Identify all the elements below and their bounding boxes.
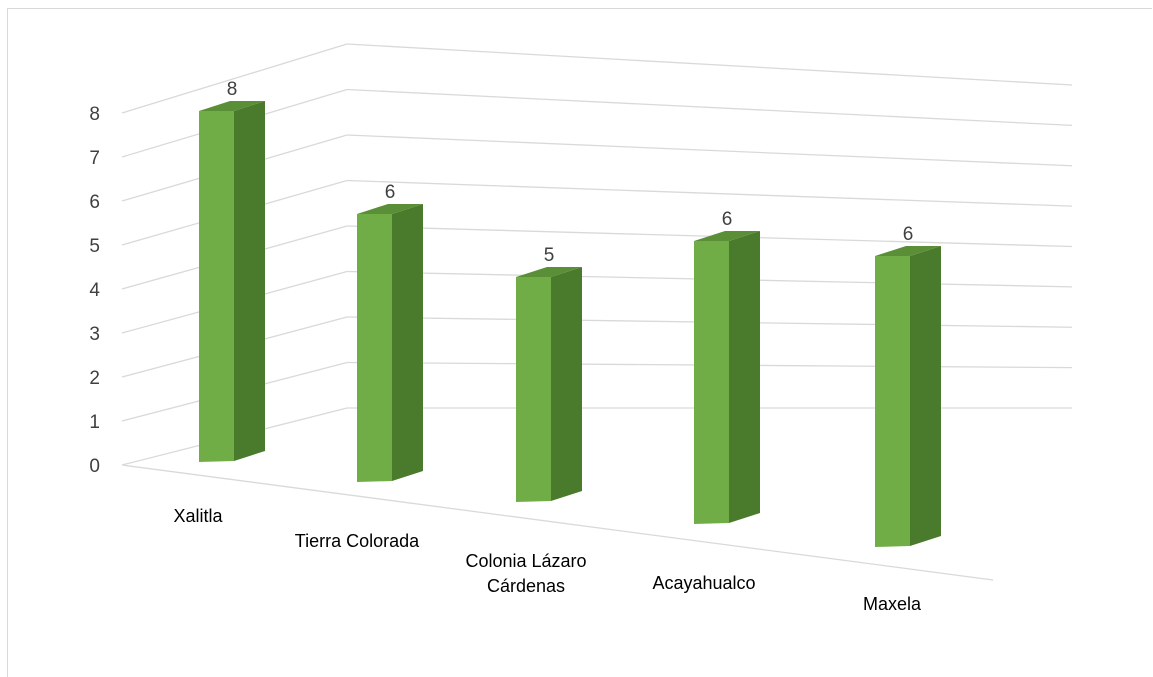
bar-side <box>910 246 941 546</box>
y-tick-label: 5 <box>89 236 100 257</box>
bar-front <box>199 111 234 462</box>
category-label-line: Acayahualco <box>652 573 755 593</box>
bars <box>199 101 941 547</box>
y-tick-label: 7 <box>89 148 100 169</box>
bar-side <box>234 101 265 461</box>
gridline-side <box>121 43 348 114</box>
bar-5 <box>875 246 941 547</box>
floor-front-edge <box>121 464 994 581</box>
category-label: Xalitla <box>173 506 223 526</box>
category-label-line: Cárdenas <box>487 576 565 596</box>
bar-front <box>875 256 910 547</box>
bar-side <box>551 267 582 501</box>
bar-2 <box>357 204 423 482</box>
bar-front <box>694 241 729 524</box>
category-label-line: Tierra Colorada <box>295 531 420 551</box>
gridline-back <box>346 43 1073 86</box>
bar-1 <box>199 101 265 462</box>
category-label: Tierra Colorada <box>295 531 420 551</box>
category-label-line: Maxela <box>863 594 922 614</box>
category-label: Colonia Lázaro Cárdenas <box>465 551 586 596</box>
bar-front <box>516 277 551 502</box>
data-label: 6 <box>722 209 733 230</box>
bar-top <box>875 246 941 256</box>
gridline-back <box>346 134 1073 167</box>
category-label: Acayahualco <box>652 573 755 593</box>
y-tick-label: 8 <box>89 104 100 125</box>
bar-top <box>199 101 265 111</box>
category-label-line: Colonia Lázaro <box>465 551 586 571</box>
data-label: 6 <box>385 182 396 203</box>
data-label: 8 <box>227 79 238 100</box>
bar-top <box>516 267 582 277</box>
y-tick-label: 2 <box>89 368 100 389</box>
bar-3 <box>516 267 582 502</box>
bar-side <box>392 204 423 481</box>
bar-top <box>357 204 423 214</box>
data-label: 5 <box>544 245 555 266</box>
gridline-back <box>346 179 1073 207</box>
y-tick-label: 1 <box>89 412 100 433</box>
data-labels: 8 6 5 6 6 <box>227 79 914 266</box>
gridline-back <box>346 88 1073 127</box>
y-axis-ticks: 0 1 2 3 4 5 6 7 8 <box>89 104 100 477</box>
data-label: 6 <box>903 224 914 245</box>
y-tick-label: 0 <box>89 456 100 477</box>
y-tick-label: 3 <box>89 324 100 345</box>
category-label: Maxela <box>863 594 922 614</box>
bar-top <box>694 231 760 241</box>
y-tick-label: 4 <box>89 280 100 301</box>
bar-side <box>729 231 760 523</box>
y-tick-label: 6 <box>89 192 100 213</box>
bar-4 <box>694 231 760 524</box>
bar-front <box>357 214 392 482</box>
category-label-line: Xalitla <box>173 506 223 526</box>
category-labels: Xalitla Tierra Colorada Colonia Lázaro Cárd… <box>173 506 922 614</box>
